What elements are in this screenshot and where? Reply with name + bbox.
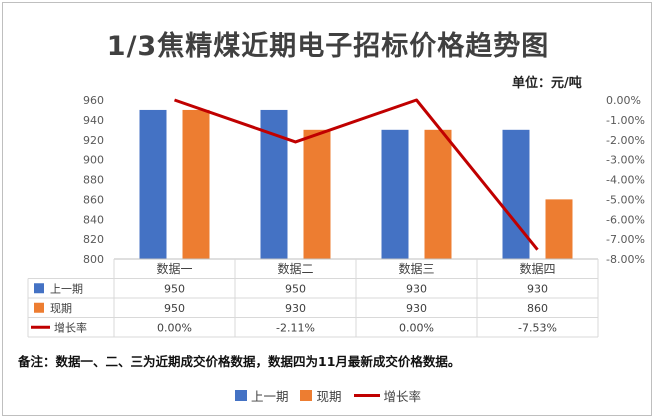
table-series-name: 现期 [50, 302, 72, 315]
y-left-tick-label: 840 [83, 213, 104, 226]
bar-current [303, 129, 331, 259]
table-value: 860 [527, 302, 548, 315]
table-value: -2.11% [276, 321, 315, 334]
y-left-tick-label: 820 [83, 233, 104, 246]
y-left-tick-label: 940 [83, 114, 104, 127]
table-value: 930 [406, 282, 427, 295]
legend: 上一期 现期 增长率 [0, 386, 656, 405]
table-series-name: 上一期 [50, 282, 83, 295]
y-left-tick-label: 880 [83, 174, 104, 187]
table-value: 950 [285, 282, 306, 295]
bar-prev [139, 109, 167, 259]
category-label: 数据四 [519, 261, 555, 276]
footnote: 备注：数据一、二、三为近期成交价格数据，数据四为11月最新成交价格数据。 [18, 354, 461, 369]
legend-item-growth: 增长率 [353, 386, 422, 405]
table-value: 950 [164, 302, 185, 315]
legend-swatch-growth [353, 394, 380, 397]
table-value: 0.00% [157, 321, 192, 334]
y-right-tick-label: 0.00% [606, 94, 641, 107]
table-value: 930 [285, 302, 306, 315]
table-value: 950 [164, 282, 185, 295]
table-key-swatch [34, 302, 44, 313]
chart-title: 1/3焦精煤近期电子招标价格趋势图 [106, 31, 550, 62]
y-right-tick-label: -8.00% [606, 253, 645, 266]
table-value: -7.53% [518, 321, 557, 334]
growth-rate-line [174, 98, 539, 251]
bar-current [182, 109, 210, 259]
y-left-tick-label: 920 [83, 134, 104, 147]
legend-item-prev: 上一期 [234, 386, 289, 405]
y-left-tick-label: 960 [83, 94, 104, 107]
y-left-tick-label: 900 [83, 154, 104, 167]
category-label: 数据二 [277, 261, 313, 276]
y-right-tick-label: -4.00% [606, 174, 645, 187]
y-right-tick-label: -2.00% [606, 134, 645, 147]
y-right-tick-label: -1.00% [606, 114, 645, 127]
legend-swatch-current [300, 390, 313, 401]
category-label: 数据一 [156, 261, 192, 276]
y-right-tick-label: -7.00% [606, 233, 645, 246]
y-right-tick-label: -5.00% [606, 193, 645, 206]
y-left-tick-label: 860 [83, 193, 104, 206]
y-left-tick-label: 800 [83, 253, 104, 266]
legend-label-current: 现期 [316, 389, 342, 404]
unit-label: 单位：元/吨 [512, 76, 582, 91]
table-value: 930 [527, 282, 548, 295]
table-value: 0.00% [399, 321, 434, 334]
table-key-swatch [34, 283, 44, 294]
bar-current [545, 199, 573, 259]
y-right-tick-label: -3.00% [606, 154, 645, 167]
legend-item-current: 现期 [300, 386, 342, 405]
legend-label-growth: 增长率 [383, 389, 422, 404]
legend-label-prev: 上一期 [250, 389, 289, 404]
bar-current [424, 129, 452, 259]
table-value: 930 [406, 302, 427, 315]
category-label: 数据三 [398, 261, 434, 276]
bar-prev [381, 129, 409, 259]
table-series-name: 增长率 [54, 320, 87, 334]
bar-prev [502, 129, 530, 259]
y-right-tick-label: -6.00% [606, 213, 645, 226]
legend-swatch-prev [234, 390, 247, 401]
